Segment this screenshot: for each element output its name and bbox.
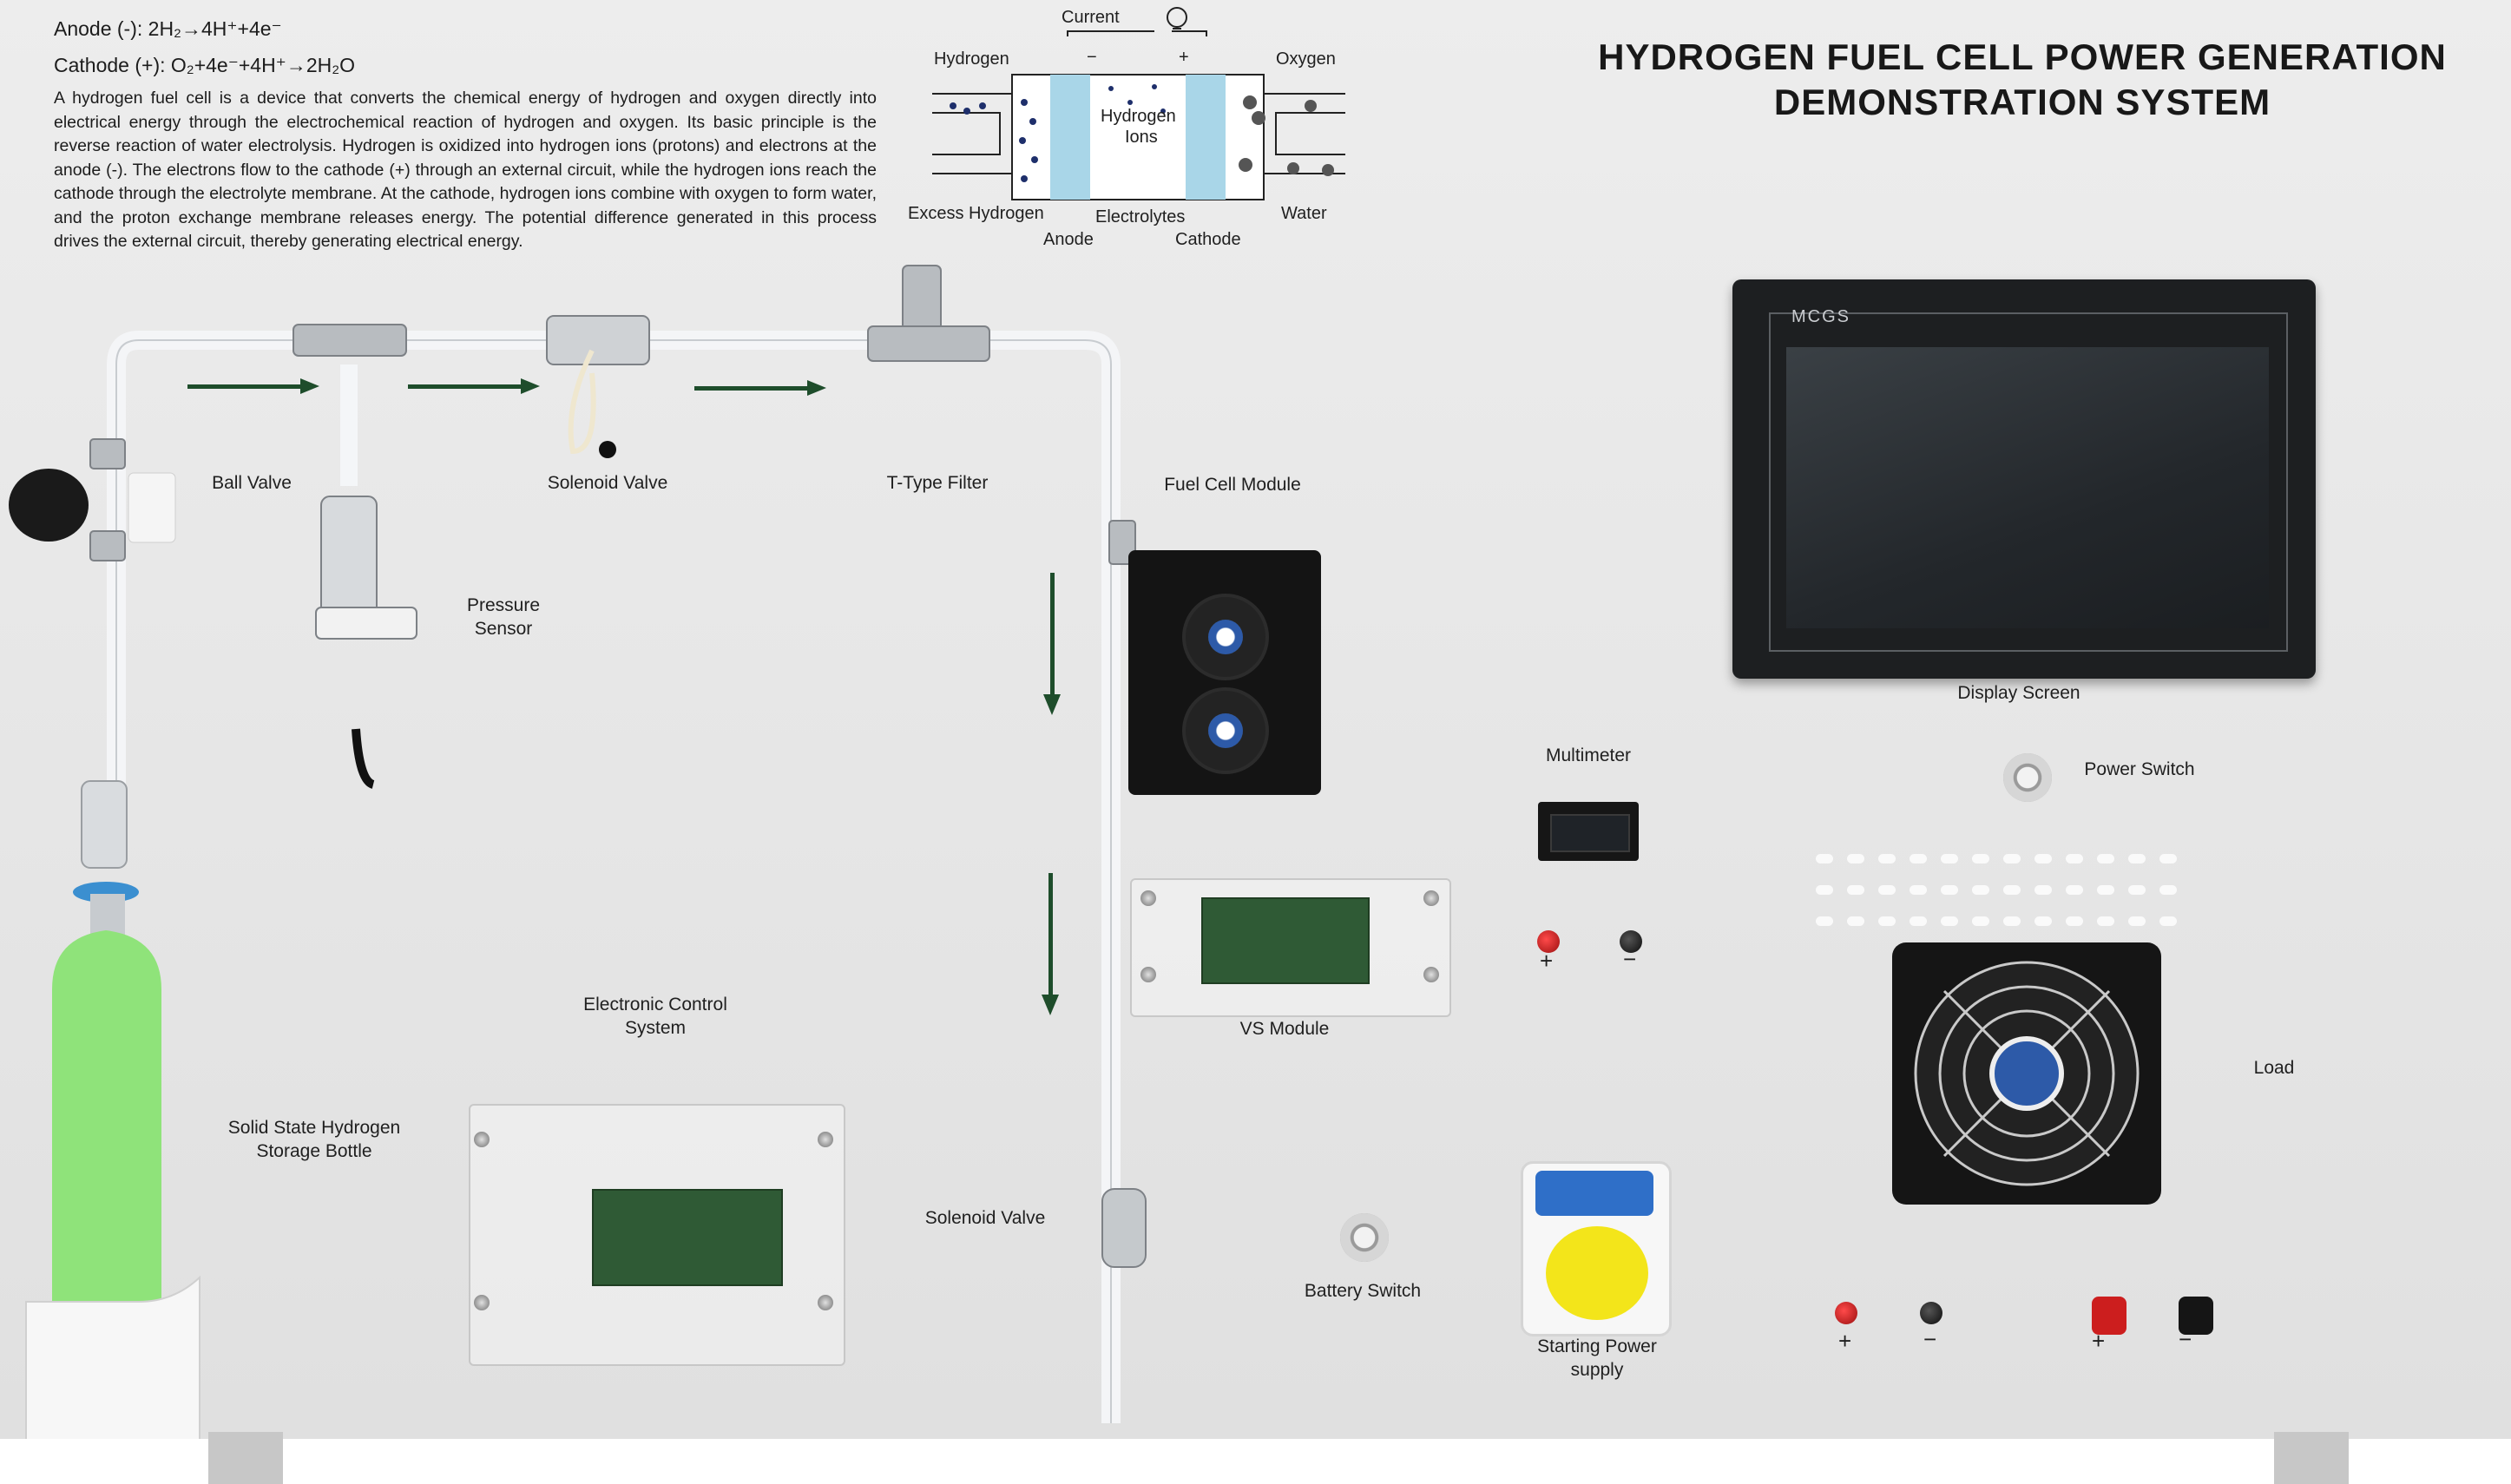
cathode-inlet	[1275, 112, 1345, 155]
title-line-1: HYDROGEN FUEL CELL POWER GENERATION	[1598, 36, 2447, 77]
current-path-right	[1172, 30, 1207, 36]
flow-arrows	[187, 378, 1061, 1015]
hydrogen-storage-bottle	[25, 780, 200, 1481]
multimeter-readout	[1550, 814, 1630, 852]
fan-guard	[1914, 961, 2140, 1186]
diagram-water-label: Water	[1281, 204, 1327, 223]
label-vs-module: VS Module	[1239, 1019, 1330, 1039]
power-switch[interactable]	[2003, 753, 2052, 802]
multimeter-negative-jack[interactable]	[1620, 930, 1642, 953]
fuel-cell-fan-top	[1182, 594, 1269, 680]
fuel-cell-principle-diagram: Current Hydrogen Oxygen − + Hydrogen Ion…	[908, 7, 1345, 249]
board-title: HYDROGEN FUEL CELL POWER GENERATION DEMO…	[1545, 35, 2500, 125]
floor-strip	[0, 1439, 2511, 1484]
fuel-cell-module	[1128, 550, 1321, 795]
vs-module-cover	[1130, 878, 1451, 1017]
display-screen[interactable]: MCGS	[1732, 279, 2316, 679]
label-fuel-cell-module: Fuel Cell Module	[1164, 475, 1301, 495]
multimeter-plus-sign: +	[1540, 948, 1554, 974]
anode-equation: Anode (-): 2H₂→4H⁺+4e⁻	[54, 17, 282, 40]
diagram-current-label: Current	[1062, 8, 1120, 27]
hydrogen-particles	[950, 84, 1166, 182]
display-brand: MCGS	[1791, 307, 1850, 326]
multimeter-minus-sign: −	[1623, 946, 1637, 972]
label-load: Load	[2253, 1058, 2295, 1078]
diagram-electrolytes-label: Electrolytes	[1095, 207, 1185, 227]
load-negative-jack[interactable]	[1920, 1302, 1942, 1324]
battery-label-sticker	[1546, 1226, 1648, 1320]
label-starting-power-supply: Starting Power supply	[1537, 1336, 1657, 1381]
label-battery-switch: Battery Switch	[1304, 1281, 1422, 1301]
electronic-control-cover	[469, 1104, 845, 1366]
oxygen-particles	[1239, 95, 1334, 176]
diagram-cathode-label: Cathode	[1175, 230, 1241, 249]
vs-module-board	[1201, 897, 1370, 984]
starting-power-supply	[1521, 1161, 1672, 1336]
multimeter	[1538, 802, 1639, 861]
anode-membrane	[1050, 75, 1090, 200]
solenoid-valve-port	[599, 441, 616, 458]
test-probe-leads[interactable]	[2083, 1284, 2257, 1354]
label-t-type-filter: T-Type Filter	[886, 473, 989, 493]
multimeter-positive-jack[interactable]	[1537, 930, 1560, 953]
label-solenoid-valve-bottom: Solenoid Valve	[924, 1208, 1046, 1228]
diagram-ions-label: Ions	[1125, 128, 1158, 147]
current-path-left	[1067, 30, 1154, 36]
ball-valve-handle[interactable]	[9, 469, 89, 542]
battery-switch[interactable]	[1340, 1213, 1389, 1262]
solenoid-valve-wire	[568, 349, 596, 455]
pipe-fittings	[89, 265, 1147, 1268]
label-pressure-sensor: Pressure Sensor	[466, 595, 541, 640]
diagram-minus: −	[1087, 48, 1097, 67]
load-positive-jack[interactable]	[1835, 1302, 1857, 1324]
title-line-2: DEMONSTRATION SYSTEM	[1773, 82, 2271, 122]
fuel-cell-description: A hydrogen fuel cell is a device that co…	[54, 89, 877, 251]
gas-channels	[932, 93, 1345, 174]
label-power-switch: Power Switch	[2084, 759, 2195, 779]
lightbulb-icon	[1167, 7, 1187, 30]
pressure-sensor-cable	[352, 728, 376, 789]
diagram-oxygen-label: Oxygen	[1276, 49, 1336, 69]
diagram-plus: +	[1179, 48, 1189, 67]
stand-leg-right	[2274, 1432, 2349, 1484]
lcd-screen[interactable]	[1786, 347, 2269, 628]
fuel-cell-fan-bottom	[1182, 687, 1269, 774]
label-display-screen: Display Screen	[1957, 683, 2080, 703]
cathode-equation: Cathode (+): O₂+4e⁻+4H⁺→2H₂O	[54, 54, 356, 76]
label-multimeter: Multimeter	[1545, 745, 1632, 765]
control-board	[592, 1189, 783, 1286]
load-plus-sign: +	[1838, 1328, 1852, 1354]
load-minus-sign: −	[1923, 1326, 1937, 1352]
ball-valve-bracket	[128, 472, 176, 543]
cathode-membrane	[1186, 75, 1226, 200]
diagram-excess-hydrogen-label: Excess Hydrogen	[908, 204, 1044, 223]
stand-leg-left	[208, 1432, 283, 1484]
label-ball-valve: Ball Valve	[212, 473, 292, 493]
diagram-hydrogen-ions-label: Hydrogen	[1101, 107, 1176, 126]
label-solid-state-hydrogen-bottle: Solid State Hydrogen Storage Bottle	[227, 1118, 401, 1162]
diagram-hydrogen-label: Hydrogen	[934, 49, 1009, 69]
label-electronic-control-system: Electronic Control System	[583, 995, 727, 1039]
load-fan	[1892, 942, 2161, 1205]
label-solenoid-valve-top: Solenoid Valve	[547, 473, 668, 493]
diagram-anode-label: Anode	[1043, 230, 1094, 249]
